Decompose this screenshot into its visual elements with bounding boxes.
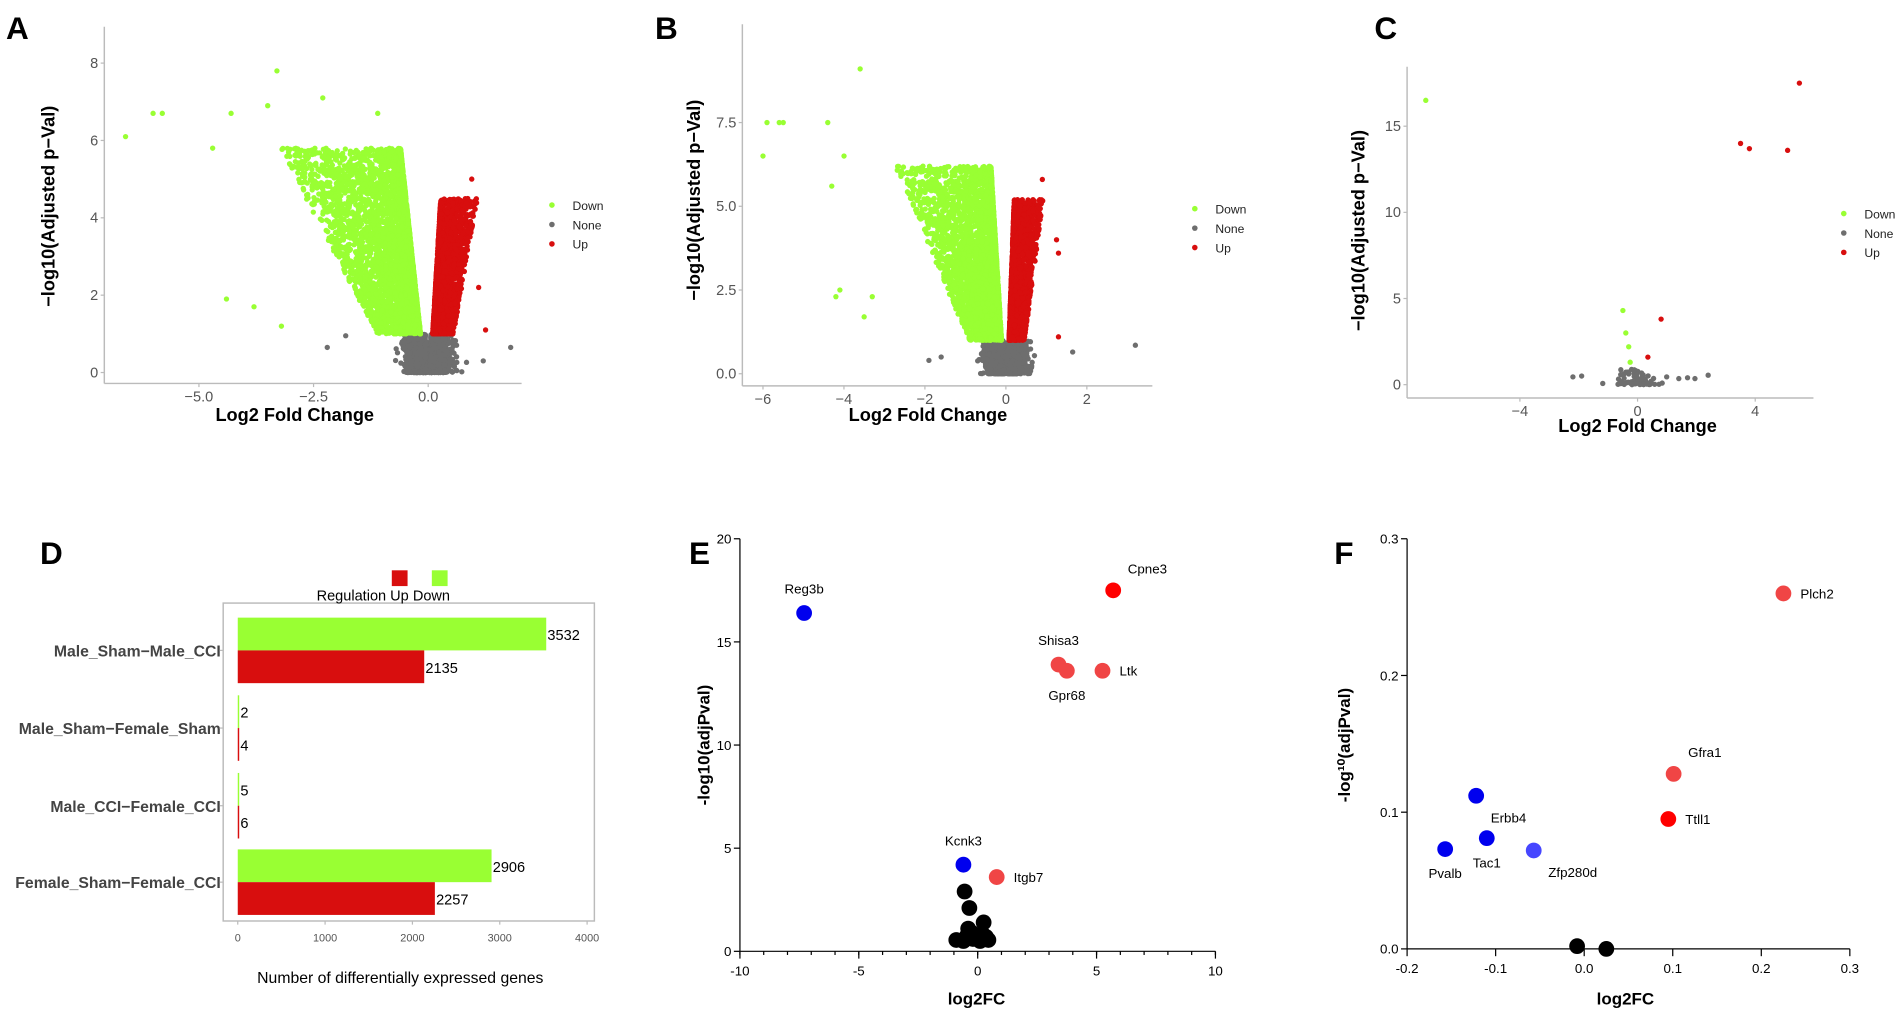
point-none: [433, 337, 439, 343]
point-down: [321, 167, 328, 173]
point-down: [373, 326, 379, 332]
point-none: [441, 367, 448, 374]
x-tick-label: 0.0: [418, 390, 438, 406]
point-down: [325, 228, 331, 235]
point-down: [308, 171, 314, 177]
y-tick-label: 4: [90, 211, 98, 227]
point-down: [354, 173, 360, 180]
point-none: [437, 356, 443, 362]
y-axis-title: −log10(Adjusted p−Val): [39, 106, 59, 307]
point-down: [325, 218, 332, 225]
data-points: [122, 68, 514, 376]
point-none: [417, 369, 423, 376]
point-none: [453, 354, 460, 360]
point-down: [334, 148, 340, 154]
point-none: [422, 354, 429, 361]
point-down: [356, 195, 362, 202]
point-none: [407, 364, 414, 370]
point-none: [417, 356, 423, 362]
point-none: [404, 349, 410, 356]
point-none: [435, 369, 441, 376]
point-down: [388, 226, 394, 233]
point-down: [300, 187, 307, 193]
point-none: [435, 362, 442, 368]
point-down: [346, 277, 352, 284]
point-none: [408, 342, 414, 349]
point-none: [463, 359, 470, 365]
point-down: [304, 165, 310, 172]
point-none: [449, 369, 456, 375]
x-tick-label: −2.5: [299, 390, 328, 406]
point-none: [437, 341, 443, 347]
point-down: [316, 166, 323, 172]
y-tick-label: 8: [90, 56, 98, 72]
point-none: [429, 346, 435, 352]
point-none: [394, 350, 401, 356]
point-down: [362, 274, 368, 280]
point-down: [379, 158, 385, 165]
point-none: [392, 357, 399, 364]
point-down: [350, 236, 357, 242]
point-down: [328, 203, 335, 210]
point-none: [411, 337, 417, 344]
point-none: [402, 362, 408, 368]
point-none: [436, 349, 442, 355]
point-none: [446, 339, 453, 345]
point-down: [296, 176, 302, 183]
point-down: [313, 160, 319, 166]
y-tick-label: 6: [90, 133, 98, 149]
point-none: [451, 342, 457, 349]
point-none: [430, 364, 436, 370]
point-none: [403, 356, 409, 362]
panel-label: A: [6, 10, 29, 46]
point-down: [323, 161, 330, 168]
point-none: [459, 369, 465, 375]
point-none: [412, 350, 419, 356]
point-down: [327, 183, 333, 190]
point-down: [368, 145, 374, 151]
point-none: [402, 340, 408, 346]
point-down: [307, 161, 313, 167]
point-down: [317, 216, 324, 222]
point-down: [301, 179, 307, 185]
point-none: [422, 332, 428, 338]
y-tick-label: 2: [90, 288, 98, 304]
point-down: [309, 166, 315, 173]
point-none: [412, 368, 418, 375]
point-none: [393, 346, 399, 352]
point-none: [442, 352, 448, 358]
point-down: [310, 209, 316, 215]
x-axis-title: Log2 Fold Change: [215, 405, 374, 425]
point-down: [314, 150, 320, 156]
panel-a-volcano: A −5.0 −2.5 0.0 0 2 4 6 8 Log2 Fold Change −log10(…: [6, 10, 603, 425]
point-none: [430, 357, 437, 364]
point-none: [422, 341, 428, 348]
point-none: [454, 359, 460, 365]
point-none: [447, 358, 453, 364]
y-tick-label: 0: [90, 365, 98, 381]
point-none: [440, 336, 447, 342]
x-tick-label: −5.0: [185, 390, 214, 406]
